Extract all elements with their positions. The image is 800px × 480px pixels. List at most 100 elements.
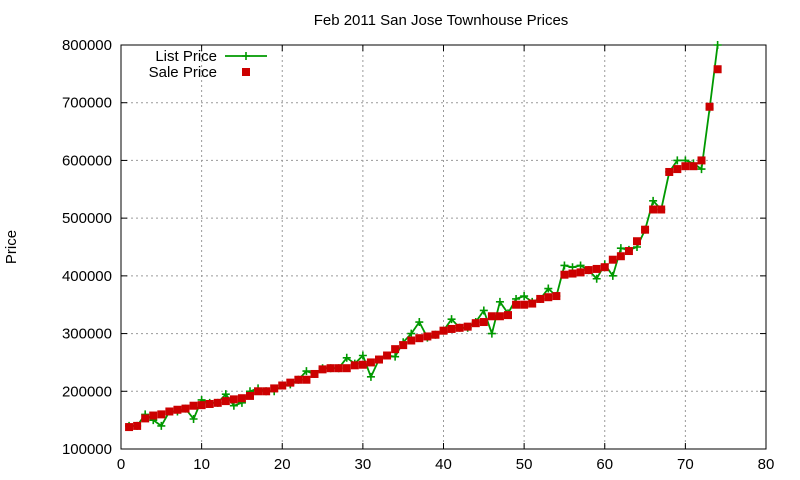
- list-price-point: [407, 329, 416, 338]
- list-price-point: [520, 292, 529, 301]
- x-tick-label: 70: [677, 456, 694, 473]
- sale-price-point: [608, 255, 617, 264]
- sale-price-point: [149, 411, 158, 420]
- sale-price-point: [681, 162, 690, 171]
- y-tick-label: 200000: [62, 383, 112, 400]
- sale-price-point: [600, 263, 609, 272]
- list-price-point: [366, 372, 375, 381]
- x-tick-label: 50: [516, 456, 533, 473]
- sale-price-point: [318, 365, 327, 374]
- y-axis-label: Price: [3, 230, 20, 264]
- list-price-point: [495, 297, 504, 306]
- sale-price-point: [133, 421, 142, 430]
- sale-price-point: [560, 270, 569, 279]
- y-tick-label: 300000: [62, 326, 112, 343]
- list-price-point: [157, 421, 166, 430]
- list-price-point: [560, 261, 569, 270]
- sale-price-point: [657, 205, 666, 214]
- sale-price-point: [536, 294, 545, 303]
- list-price-point: [391, 352, 400, 361]
- x-tick-label: 40: [435, 456, 452, 473]
- list-price-point: [487, 329, 496, 338]
- sale-price-point: [471, 319, 480, 328]
- x-tick-label: 30: [355, 456, 372, 473]
- sale-price-point: [544, 293, 553, 302]
- list-price-point: [713, 41, 722, 49]
- list-price-point: [673, 156, 682, 165]
- sale-price-point: [165, 407, 174, 416]
- sale-price-point: [641, 225, 650, 234]
- sale-price-point: [431, 330, 440, 339]
- sale-price-point: [673, 165, 682, 174]
- sale-price-point: [310, 369, 319, 378]
- grid: [121, 45, 766, 449]
- sale-price-point: [157, 410, 166, 419]
- sale-price-point: [334, 364, 343, 373]
- sale-price-point: [375, 355, 383, 364]
- sale-price-point: [294, 375, 303, 384]
- list-price-line: [129, 44, 719, 427]
- sale-price-point: [689, 162, 698, 171]
- y-tick-label: 600000: [62, 152, 112, 169]
- list-price-point: [616, 244, 625, 253]
- sale-price-point: [246, 391, 254, 400]
- list-price-point: [479, 306, 488, 315]
- sale-price-point: [383, 351, 392, 360]
- list-price-point: [697, 165, 706, 174]
- sale-price-point: [447, 324, 456, 333]
- sale-price-point: [552, 292, 561, 301]
- list-price-point: [649, 196, 658, 205]
- list-price-point: [447, 315, 456, 324]
- sale-price-point: [270, 384, 279, 393]
- sale-price-point: [592, 264, 601, 273]
- sale-price-point: [391, 345, 400, 354]
- sale-price-point: [189, 401, 198, 410]
- chart-title: Feb 2011 San Jose Townhouse Prices: [314, 12, 569, 29]
- sale-price-point: [455, 323, 464, 332]
- sale-price-point: [576, 268, 585, 277]
- sale-price-point: [399, 341, 408, 350]
- y-tick-label: 100000: [62, 441, 112, 458]
- sale-price-point: [665, 167, 674, 176]
- list-price-point: [576, 261, 585, 270]
- x-tick-label: 10: [193, 456, 210, 473]
- sale-price-point: [697, 156, 706, 165]
- y-tick-label: 800000: [62, 37, 112, 54]
- x-tick-label: 80: [758, 456, 775, 473]
- sale-price-point: [302, 375, 311, 384]
- sale-price-point: [286, 378, 295, 387]
- sale-price-point: [141, 414, 150, 423]
- sale-price-point: [495, 312, 504, 321]
- sale-price-point: [358, 360, 367, 369]
- list-price-point: [302, 367, 311, 376]
- sale-price-point: [342, 364, 351, 373]
- legend-label-sale-price: Sale Price: [149, 64, 217, 81]
- sale-price-point: [568, 269, 577, 278]
- sale-price-point: [633, 237, 641, 246]
- sale-price-point: [350, 361, 359, 370]
- sale-price-point: [262, 387, 271, 396]
- sale-price-point: [181, 404, 190, 413]
- sale-price-point: [173, 405, 182, 414]
- sale-price-point: [423, 332, 432, 341]
- y-tick-label: 700000: [62, 95, 112, 112]
- list-price-point: [358, 351, 367, 360]
- sale-price-point: [213, 398, 222, 407]
- list-price-point: [544, 284, 553, 293]
- sale-price-point: [221, 397, 230, 406]
- sale-price-point: [705, 102, 714, 111]
- sale-price-point: [439, 326, 448, 335]
- sale-price-point: [415, 334, 424, 343]
- list-price-point: [342, 353, 351, 362]
- list-price-point: [189, 414, 198, 423]
- series-layer: [125, 41, 722, 432]
- sale-price-point: [520, 300, 529, 309]
- sale-price-point: [528, 299, 537, 308]
- x-tick-label: 60: [596, 456, 613, 473]
- y-tick-label: 400000: [62, 268, 112, 285]
- x-tick-label: 20: [274, 456, 291, 473]
- list-price-point: [415, 318, 424, 327]
